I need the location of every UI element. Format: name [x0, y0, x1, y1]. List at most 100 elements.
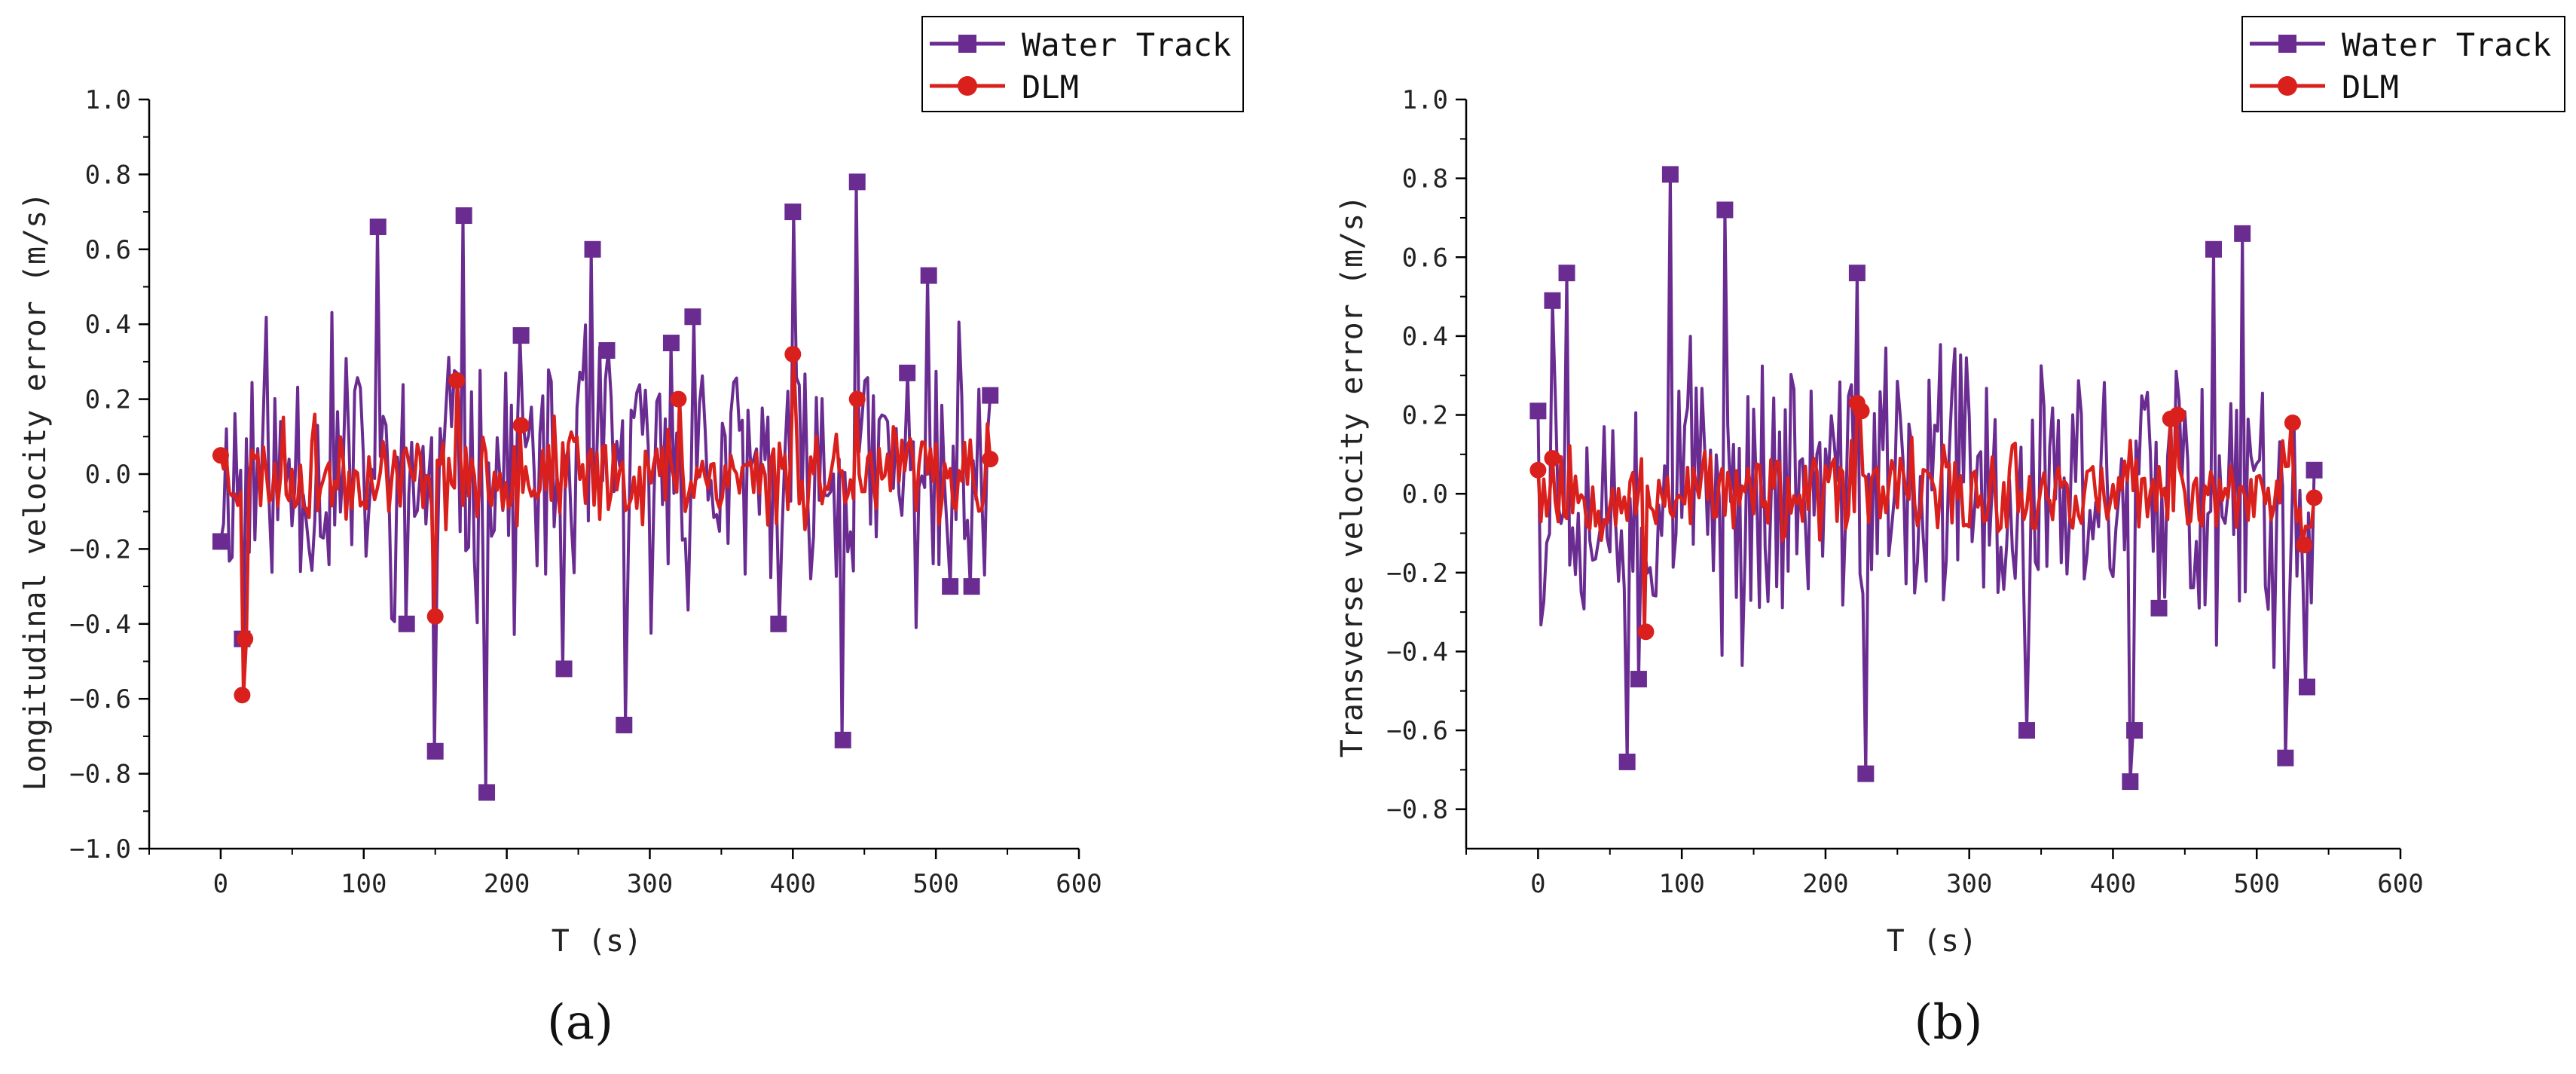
b-series-water-track-marker	[1857, 765, 1875, 782]
b-y-tick-label: 0.2	[1402, 401, 1448, 431]
a-series-dlm-marker	[212, 447, 229, 464]
b-x-tick-label: 600	[2377, 869, 2423, 899]
a-series-dlm-line	[218, 352, 992, 697]
a-series-water-track-marker	[616, 716, 633, 733]
a-legend: Water Track DLM	[921, 16, 1244, 112]
b-series-water-track-marker	[1848, 265, 1866, 282]
b-series-dlm-marker	[1529, 461, 1547, 479]
b-series-water-track-marker	[2150, 599, 2168, 617]
a-series-dlm-marker	[234, 687, 251, 704]
a-x-tick-label: 0	[213, 869, 228, 899]
a-series-water-track-marker	[942, 578, 959, 595]
a-legend-marker-water-track	[958, 35, 976, 53]
b-y-tick-label: 0.6	[1402, 243, 1448, 273]
a-y-tick-label: 0.8	[85, 160, 131, 190]
b-series-water-track-marker	[1558, 265, 1575, 282]
a-series-dlm-marker	[848, 390, 866, 408]
b-series-water-track-marker	[2277, 749, 2294, 766]
b-legend-label-water-track: Water Track	[2342, 26, 2551, 63]
a-series-water-track-marker	[426, 742, 444, 760]
b-x-tick-label: 400	[2090, 869, 2136, 899]
a-series-water-track-marker	[899, 364, 916, 381]
b-legend-box	[2241, 16, 2565, 112]
b-series-dlm-marker	[2306, 489, 2323, 506]
panel-a: 0 100 200 300 400 500 600 −1.0 −0.8 −0.6 −0.4 −0.2 0…	[18, 16, 1244, 1051]
a-x-tick-label: 100	[341, 869, 387, 899]
b-panel-label: (b)	[1914, 995, 1983, 1051]
a-series-water-track-marker	[784, 203, 802, 221]
b-legend-marker-dlm	[2278, 76, 2297, 96]
a-x-tick-label: 500	[912, 869, 958, 899]
a-y-tick-label: 0.2	[85, 385, 131, 415]
b-y-axis-title: Transverse velocity error (m/s)	[1335, 195, 1370, 758]
b-y-tick-label: −0.2	[1386, 558, 1448, 589]
a-series-dlm-marker	[426, 607, 444, 625]
b-series-water-track-marker	[2234, 225, 2251, 242]
b-axes	[1465, 99, 2400, 850]
a-axes	[148, 99, 1079, 850]
a-legend-label-water-track: Water Track	[1022, 26, 1231, 63]
a-series-water-track-marker	[398, 615, 415, 632]
a-series-water-track-marker	[920, 267, 937, 284]
b-series-water-track-marker	[1716, 201, 1734, 219]
b-series-water-track-marker	[2205, 240, 2222, 258]
b-series-water-track-marker	[2126, 722, 2144, 739]
b-series-water-track-marker	[1630, 671, 1647, 688]
b-series-water-track-marker	[2299, 678, 2315, 696]
a-series-dlm-marker	[670, 390, 687, 408]
a-y-tick-label: 0.4	[85, 310, 131, 340]
a-series-water-track-marker	[684, 308, 701, 326]
b-x-tick-label: 100	[1658, 869, 1704, 899]
b-x-axis-title: T (s)	[1887, 924, 1977, 959]
a-y-tick-label: −0.8	[69, 760, 131, 790]
a-series-dlm-marker	[982, 451, 999, 468]
a-series-water-track-marker	[770, 615, 787, 632]
a-legend-marker-dlm	[958, 76, 977, 96]
b-series-water-track-marker	[1618, 753, 1636, 770]
a-series-water-track-marker	[834, 731, 851, 748]
a-x-tick-label: 600	[1056, 869, 1102, 899]
a-y-tick-label: 0.6	[85, 235, 131, 265]
b-series-water-track-marker	[1661, 166, 1679, 183]
a-series-water-track-marker	[662, 335, 680, 352]
b-series-dlm-marker	[2169, 406, 2186, 424]
b-series-water-track-marker	[2018, 722, 2035, 739]
b-x-tick-label: 200	[1802, 869, 1848, 899]
a-x-axis-title: T (s)	[552, 924, 642, 959]
b-legend-marker-water-track	[2278, 35, 2296, 53]
a-x-tick-label: 400	[770, 869, 816, 899]
a-y-tick-label: 0.0	[85, 460, 131, 490]
a-series-water-track-marker	[212, 533, 229, 550]
a-series-water-track-marker	[963, 578, 980, 595]
a-series	[212, 173, 999, 801]
b-series-dlm-marker	[1544, 450, 1561, 467]
b-x-tick-label: 500	[2234, 869, 2280, 899]
a-series-water-track-marker	[555, 660, 573, 678]
a-y-tick-label: −1.0	[69, 834, 131, 864]
b-y-tick-label: 0.8	[1402, 164, 1448, 194]
a-series-water-track-marker	[584, 240, 601, 258]
a-series-dlm-marker	[237, 630, 254, 647]
a-series-water-track-marker	[512, 327, 530, 344]
a-x-tick-label: 200	[484, 869, 530, 899]
a-panel-label: (a)	[547, 995, 613, 1051]
b-x-tick-label: 0	[1530, 869, 1545, 899]
a-x-tick-label: 300	[627, 869, 673, 899]
b-series-water-track-marker	[1529, 402, 1547, 420]
b-series-water-track-marker	[1544, 292, 1561, 309]
b-series-dlm-marker	[2296, 537, 2313, 554]
a-ticks: 0 100 200 300 400 500 600 −1.0 −0.8 −0.6 −0.4 −0.2 0…	[69, 85, 1102, 899]
b-series	[1529, 166, 2323, 791]
a-series-water-track-marker	[478, 784, 496, 801]
b-series-dlm-marker	[2284, 414, 2301, 431]
b-y-tick-label: 1.0	[1402, 85, 1448, 115]
a-series-water_track-line	[218, 180, 992, 794]
a-series-water-track-marker	[848, 173, 866, 191]
b-series-water-track-marker	[2122, 773, 2139, 791]
b-y-tick-label: −0.8	[1386, 795, 1448, 825]
a-series-water-track-marker	[455, 207, 472, 225]
a-series-water-track-marker	[982, 387, 999, 404]
a-legend-label-dlm: DLM	[1022, 69, 1079, 106]
a-y-tick-label: −0.4	[69, 610, 131, 640]
b-x-tick-label: 300	[1946, 869, 1992, 899]
